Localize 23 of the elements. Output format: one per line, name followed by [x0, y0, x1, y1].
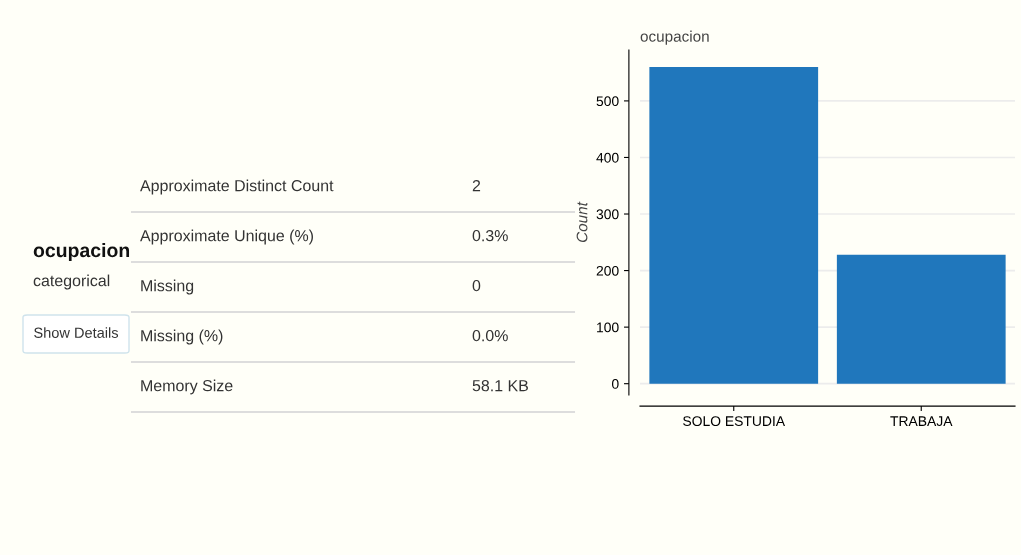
text: categorical — [33, 274, 110, 290]
text: 2 — [472, 179, 481, 192]
y-tick-label: 300 — [596, 209, 619, 220]
x-tick-label: SOLO ESTUDIA — [683, 416, 786, 427]
y-tick-label: 400 — [596, 152, 619, 163]
text: ocupacion — [33, 242, 130, 262]
y-axis-title: Count — [576, 201, 588, 243]
text: Missing (%) — [141, 329, 223, 345]
y-tick-label: 500 — [596, 96, 619, 107]
y-tick-label: 100 — [597, 322, 619, 333]
text: 0 — [472, 279, 481, 292]
y-tick-label: 0 — [611, 379, 619, 389]
text: 0.3% — [472, 229, 508, 242]
chart-title: ocupacion — [640, 30, 709, 45]
x-tick-label: TRABAJA — [890, 416, 953, 427]
text: Show Details — [34, 327, 119, 338]
text: Approximate Distinct Count — [140, 179, 334, 195]
text: 0.0% — [472, 329, 508, 342]
text: Memory Size — [141, 379, 233, 395]
y-tick-label: 200 — [596, 265, 619, 276]
text: Missing — [141, 279, 194, 295]
text: Approximate Unique (%) — [140, 229, 313, 245]
text: 58.1 KB — [472, 379, 528, 392]
